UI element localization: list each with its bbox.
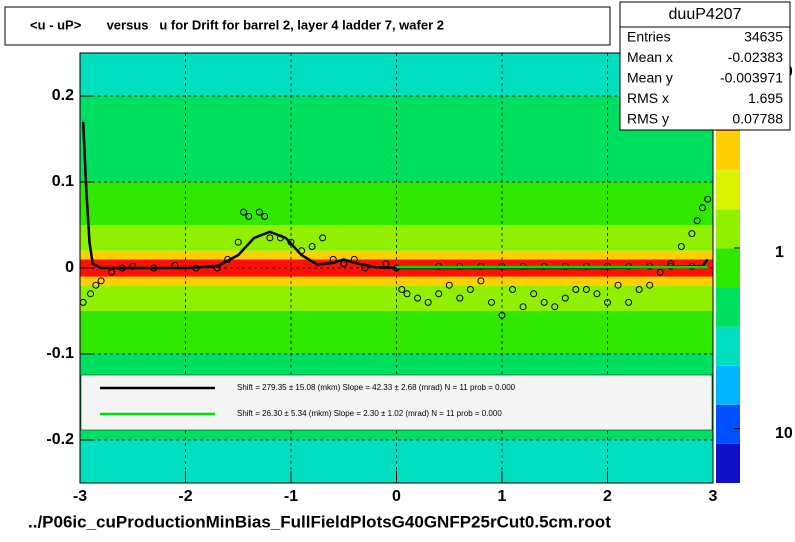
profile-point	[530, 290, 538, 298]
stats-label: RMS x	[627, 90, 669, 106]
profile-point	[398, 286, 406, 293]
profile-point	[646, 281, 654, 289]
y-tick-label: 0	[65, 259, 74, 276]
stats-value: -0.02383	[728, 49, 783, 65]
profile-point	[693, 217, 701, 225]
y-tick-label: 0.1	[52, 173, 74, 190]
palette-cell	[716, 326, 740, 366]
profile-point	[704, 195, 712, 203]
profile-point	[688, 230, 696, 238]
profile-point	[698, 204, 706, 212]
profile-point	[87, 290, 95, 298]
stats-value: 34635	[744, 29, 783, 45]
profile-point	[308, 243, 316, 250]
profile-point	[79, 298, 87, 306]
y-tick-label: 0.2	[52, 87, 74, 104]
profile-point	[551, 303, 559, 311]
profile-point	[266, 234, 274, 242]
profile-point	[625, 298, 633, 306]
x-tick-label: 1	[498, 488, 507, 505]
stats-box	[619, 1, 791, 131]
palette-cell	[716, 443, 740, 483]
profile-point	[614, 281, 622, 289]
profile-point	[466, 286, 474, 293]
profile-point	[234, 238, 242, 246]
profile-point	[435, 290, 443, 298]
stats-title: duuP4207	[669, 6, 742, 23]
palette-cell	[716, 170, 740, 210]
stats-value: -0.003971	[720, 70, 783, 86]
x-tick-label: 0	[392, 488, 401, 505]
profile-point	[261, 212, 269, 220]
z-tick-label: 10	[775, 425, 793, 442]
profile-point	[477, 277, 485, 285]
heatmap-cell	[80, 250, 713, 260]
stats-label: Mean y	[627, 70, 673, 86]
y-tick-label: -0.2	[46, 431, 74, 448]
legend-label: Shift = 26.30 ± 5.34 (mkm) Slope = 2.30 …	[237, 409, 502, 418]
profile-point	[604, 298, 611, 306]
profile-point	[97, 277, 105, 285]
profile-point	[108, 268, 116, 276]
heatmap-cell	[80, 276, 713, 286]
stats-value: 1.695	[748, 90, 783, 106]
profile-point	[92, 281, 100, 289]
palette-cell	[716, 404, 740, 444]
profile-point	[509, 286, 517, 293]
x-tick-label: 2	[603, 488, 612, 505]
profile-point	[582, 286, 590, 293]
palette-cell	[716, 209, 740, 249]
profile-point	[245, 212, 253, 220]
title-box	[4, 6, 611, 46]
palette-cell	[716, 287, 740, 327]
x-tick-label: 3	[709, 488, 718, 505]
legend-label: Shift = 279.35 ± 15.08 (mkm) Slope = 42.…	[237, 383, 516, 392]
z-tick-label: 1	[775, 244, 784, 261]
profile-point	[240, 208, 248, 216]
profile-point	[414, 294, 422, 302]
profile-point	[424, 298, 432, 306]
profile-point	[498, 311, 506, 319]
profile-point	[572, 286, 580, 293]
profile-point	[593, 290, 601, 298]
profile-point	[255, 208, 263, 216]
x-tick-label: -3	[73, 488, 87, 505]
stats-label: Mean x	[627, 49, 673, 65]
profile-point	[656, 268, 664, 276]
profile-point	[129, 262, 137, 270]
profile-point	[635, 286, 643, 293]
x-tick-label: -2	[178, 488, 192, 505]
profile-point	[487, 298, 495, 306]
x-tick-label: -1	[284, 488, 298, 505]
x-axis-label: ../P06ic_cuProductionMinBias_FullFieldPl…	[28, 512, 611, 531]
profile-point	[319, 234, 327, 242]
profile-point	[519, 303, 527, 311]
heatmap-cell	[80, 268, 713, 277]
profile-point	[403, 290, 411, 298]
profile-point	[677, 243, 685, 250]
palette-cell	[716, 248, 740, 288]
chart-title: <u - uP> versus u for Drift for barrel 2…	[30, 17, 444, 32]
y-tick-label: -0.1	[46, 345, 74, 362]
palette-cell	[716, 131, 740, 171]
stats-value: 0.07788	[732, 111, 783, 127]
stats-label: RMS y	[627, 111, 669, 127]
stats-label: Entries	[627, 29, 671, 45]
profile-point	[540, 298, 548, 306]
profile-point	[456, 294, 464, 302]
profile-point	[561, 294, 569, 302]
legend-box	[80, 374, 713, 431]
profile-point	[445, 281, 453, 289]
palette-cell	[716, 365, 740, 405]
